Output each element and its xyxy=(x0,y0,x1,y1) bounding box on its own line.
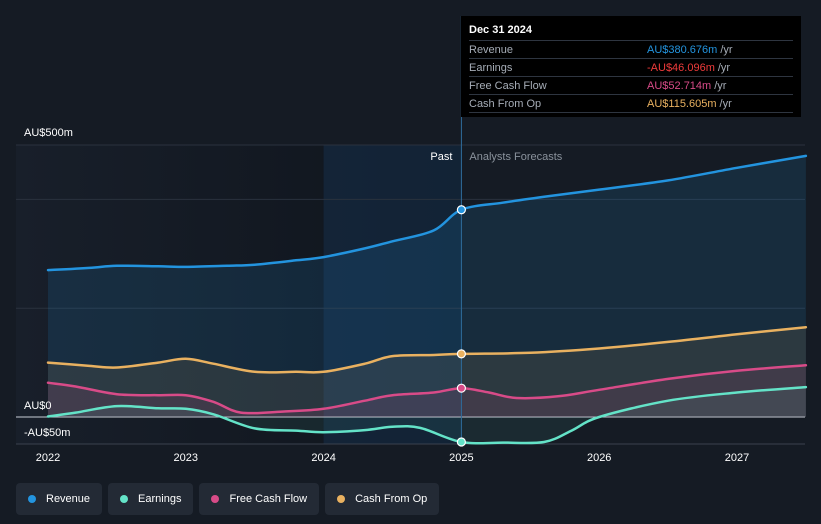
tooltip-label: Cash From Op xyxy=(469,97,542,110)
area-revenue xyxy=(48,155,806,417)
tooltip-row-free-cash-flow: Free Cash Flow AU$52.714m /yr xyxy=(469,76,793,94)
tooltip-label: Revenue xyxy=(469,43,514,56)
legend-label: Revenue xyxy=(46,493,91,505)
legend-item-cash-from-op[interactable]: Cash From Op xyxy=(325,483,440,515)
legend-dot-icon xyxy=(211,495,220,503)
series-areas xyxy=(48,155,806,444)
x-tick-label: 2022 xyxy=(36,452,60,464)
x-tick-label: 2026 xyxy=(587,452,611,464)
legend-label: Free Cash Flow xyxy=(229,493,308,505)
y-label-zero: AU$0 xyxy=(24,400,52,412)
series-lines xyxy=(46,154,808,445)
legend-dot-icon xyxy=(28,495,36,503)
forecast-label: Analysts Forecasts xyxy=(469,151,562,163)
legend-dot-icon xyxy=(120,495,129,503)
x-tick-label: 2025 xyxy=(449,452,473,464)
tooltip-value: AU$380.676m xyxy=(647,43,718,56)
tooltip-unit: /yr xyxy=(717,61,731,74)
highlight-markers xyxy=(456,205,466,447)
tooltip-label: Earnings xyxy=(469,61,513,74)
line-cash-from-op xyxy=(46,325,808,374)
marker-free-cash-flow[interactable] xyxy=(456,383,466,393)
x-tick-label: 2024 xyxy=(311,452,335,464)
legend-dot-icon xyxy=(337,495,346,503)
gridlines xyxy=(16,144,805,445)
tooltip-row-revenue: Revenue AU$380.676m /yr xyxy=(469,40,793,58)
tooltip-value: AU$115.605m xyxy=(647,97,717,110)
tooltip-row-earnings: Earnings -AU$46.096m /yr xyxy=(469,58,793,76)
tooltip-label: Free Cash Flow xyxy=(469,79,547,92)
marker-cash-from-op[interactable] xyxy=(456,349,466,359)
tooltip-unit: /yr xyxy=(719,97,732,110)
area-earnings xyxy=(48,387,806,444)
y-label-bottom: -AU$50m xyxy=(24,427,70,439)
line-earnings xyxy=(46,385,808,445)
y-label-top: AU$500m xyxy=(24,127,73,139)
area-free-cash-flow xyxy=(48,365,806,417)
tooltip-unit: /yr xyxy=(720,43,733,56)
tooltip-value: AU$52.714m xyxy=(647,79,712,92)
tooltip-row-cash-from-op: Cash From Op AU$115.605m /yr xyxy=(469,94,793,113)
tooltip-date: Dec 31 2024 xyxy=(469,24,532,36)
tooltip: Dec 31 2024 Revenue AU$380.676m /yr Earn… xyxy=(461,16,801,117)
legend-item-revenue[interactable]: Revenue xyxy=(16,483,103,515)
legend-item-earnings[interactable]: Earnings xyxy=(108,483,194,515)
legend: Revenue Earnings Free Cash Flow Cash Fro… xyxy=(16,483,440,515)
tooltip-value: -AU$46.096m xyxy=(647,61,715,74)
x-axis: 2022 2023 2024 2025 2026 2027 xyxy=(36,452,749,464)
marker-revenue[interactable] xyxy=(456,205,466,215)
line-revenue xyxy=(46,154,808,272)
area-cash-from-op xyxy=(48,327,806,417)
x-tick-label: 2027 xyxy=(725,452,749,464)
legend-label: Cash From Op xyxy=(355,493,428,505)
x-tick-label: 2023 xyxy=(174,452,198,464)
marker-earnings[interactable] xyxy=(456,437,466,447)
tooltip-unit: /yr xyxy=(714,79,727,92)
legend-item-free-cash-flow[interactable]: Free Cash Flow xyxy=(199,483,320,515)
past-label: Past xyxy=(430,151,452,163)
legend-label: Earnings xyxy=(138,493,182,505)
line-free-cash-flow xyxy=(46,364,808,415)
